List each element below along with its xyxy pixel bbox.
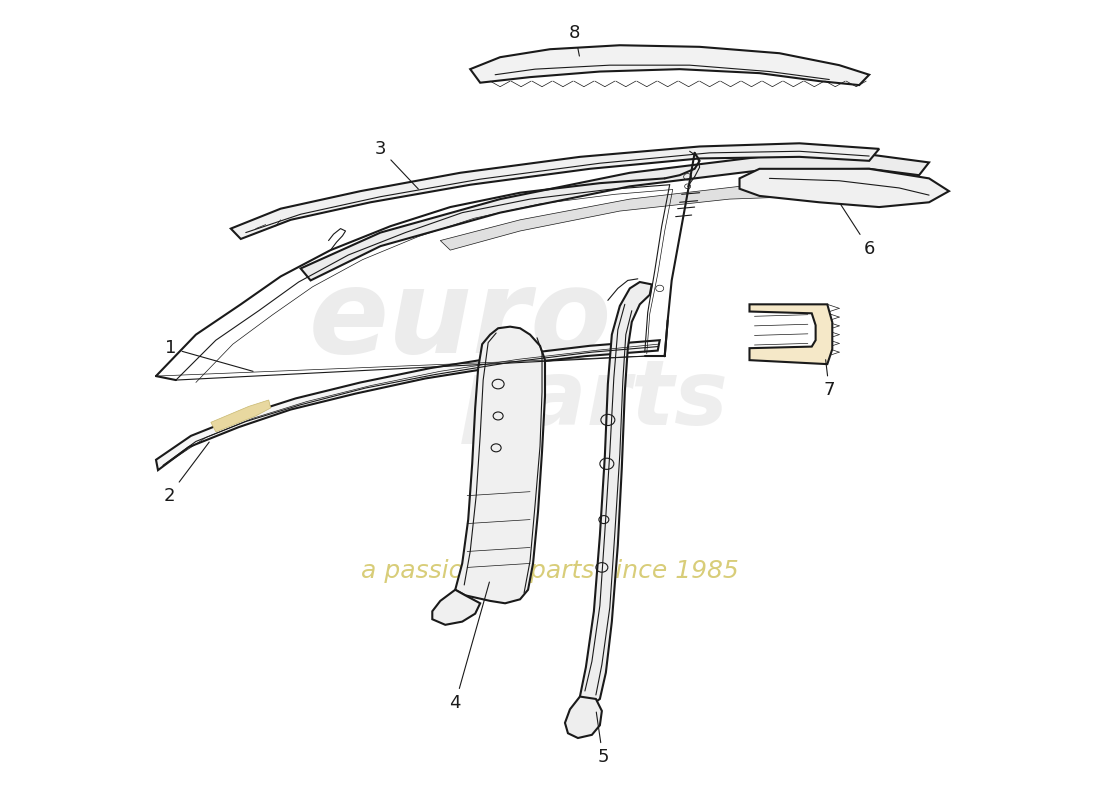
Text: 5: 5: [596, 712, 608, 766]
Polygon shape: [580, 282, 651, 705]
Polygon shape: [231, 143, 879, 239]
Polygon shape: [300, 154, 930, 281]
Polygon shape: [455, 326, 544, 603]
Text: 2: 2: [163, 442, 209, 505]
Text: 3: 3: [375, 140, 418, 189]
Polygon shape: [211, 400, 271, 432]
Text: euro: euro: [309, 262, 612, 378]
Polygon shape: [440, 185, 889, 250]
Text: 1: 1: [165, 339, 253, 371]
Polygon shape: [739, 169, 949, 207]
Polygon shape: [749, 304, 833, 364]
Text: 7: 7: [824, 360, 835, 399]
Polygon shape: [156, 340, 660, 470]
Text: 4: 4: [450, 582, 490, 712]
Text: a passion for parts since 1985: a passion for parts since 1985: [361, 559, 739, 583]
Polygon shape: [432, 590, 481, 625]
Text: 6: 6: [840, 205, 874, 258]
Polygon shape: [470, 46, 869, 85]
Text: 8: 8: [569, 24, 581, 56]
Text: parts: parts: [462, 356, 729, 444]
Polygon shape: [565, 697, 602, 738]
